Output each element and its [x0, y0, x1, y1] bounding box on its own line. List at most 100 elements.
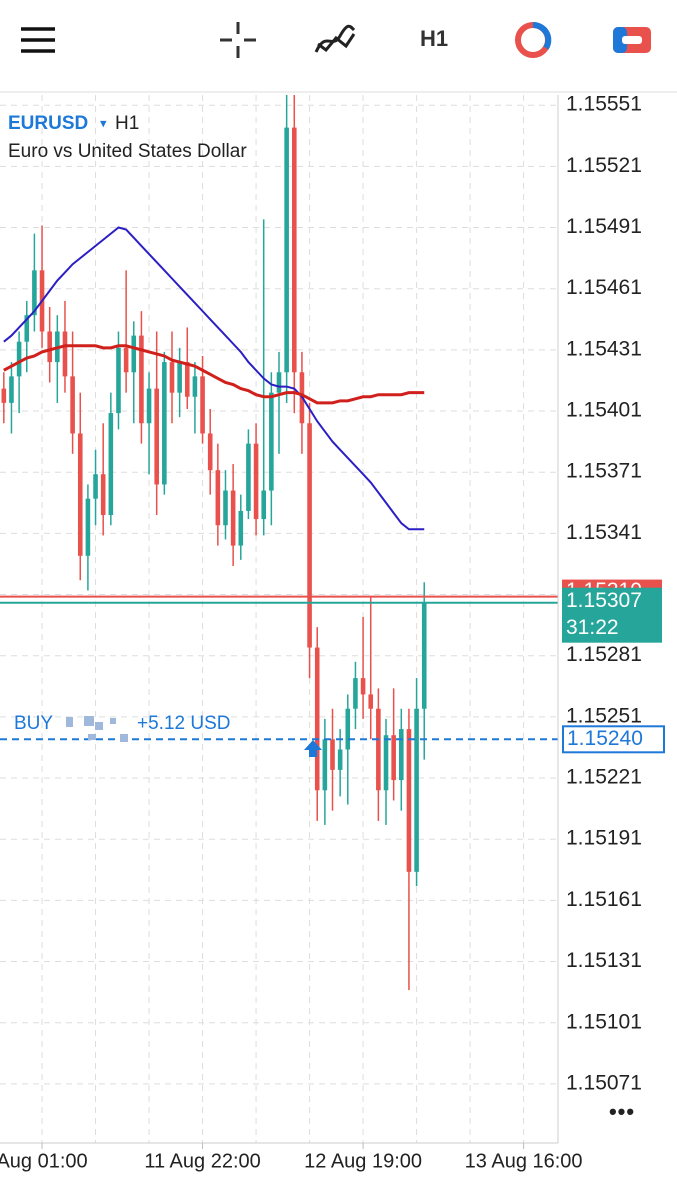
candle-body	[108, 413, 114, 516]
y-tick-label: 1.15191	[566, 827, 642, 850]
y-tick-label: 1.15221	[566, 766, 642, 789]
symbol-arrow[interactable]: ▾	[100, 115, 107, 130]
candle-body	[261, 490, 267, 520]
candle-body	[47, 331, 52, 363]
symbol-header: EURUSD ▾ H1 Euro vs United States Dollar	[8, 113, 247, 162]
y-tick-label: 1.15461	[566, 276, 642, 299]
candle-body	[9, 376, 14, 403]
candle-body	[376, 708, 381, 791]
position-box	[562, 725, 665, 754]
y-tick-label: 1.15491	[566, 215, 642, 238]
position-price: 1.15240	[567, 727, 643, 750]
trade-button[interactable]	[515, 21, 552, 58]
x-tick-label: 11 Aug 22:00	[144, 1150, 260, 1172]
position-profit: +5.12 USD	[137, 713, 230, 734]
candle-body	[123, 347, 129, 373]
y-tick-label: 1.15071	[566, 1071, 642, 1094]
x-tick-label: Aug 01:00	[0, 1150, 88, 1172]
x-tick-label: 12 Aug 19:00	[304, 1150, 422, 1172]
buy-arrow	[304, 740, 322, 757]
candle-body	[353, 678, 358, 709]
candle-body	[139, 335, 144, 424]
toolbar: H1	[21, 21, 651, 58]
candle-body	[146, 388, 152, 424]
candle-body	[154, 388, 159, 485]
y-tick-label: 1.15251	[566, 704, 642, 727]
timeframe-button[interactable]: H1	[420, 26, 448, 51]
candle-body	[24, 315, 30, 342]
candle-body	[238, 510, 244, 546]
candle-body	[85, 498, 91, 556]
candle-body	[116, 347, 121, 414]
candle-body	[100, 474, 106, 516]
crosshair-button[interactable]	[220, 22, 256, 58]
candle-body	[162, 362, 167, 485]
y-tick-label: 1.15341	[566, 521, 642, 544]
more-button[interactable]: •••	[609, 1099, 635, 1124]
symbol[interactable]: EURUSD	[8, 113, 88, 134]
candle-body	[399, 729, 404, 781]
y-tick-label: 1.15521	[566, 154, 642, 177]
menu-button[interactable]	[21, 27, 55, 53]
candle-body	[1, 388, 7, 403]
candle-body	[368, 694, 374, 709]
x-tick-label: 13 Aug 16:00	[465, 1150, 583, 1172]
candle-body	[223, 490, 228, 526]
moving-average	[3, 226, 425, 531]
y-tick-label: 1.15281	[566, 643, 642, 666]
candle-body	[32, 270, 37, 316]
candle-body	[169, 362, 175, 393]
candle-body	[314, 647, 320, 791]
candle-body	[360, 678, 366, 695]
y-tick-label: 1.15161	[566, 888, 642, 911]
masked-volume	[66, 716, 128, 742]
y-tick-label: 1.15371	[566, 460, 642, 483]
candle-body	[421, 602, 427, 709]
candle-body	[307, 423, 312, 648]
candle-body	[246, 443, 251, 511]
y-tick-label: 1.15551	[566, 93, 642, 116]
candle-body	[93, 474, 98, 499]
candle-body	[70, 376, 75, 434]
position-side: BUY	[14, 713, 53, 734]
candle-body	[330, 739, 335, 770]
candle-body	[184, 362, 190, 397]
y-tick-label: 1.15401	[566, 399, 642, 422]
candle-body	[414, 708, 419, 872]
candle-body	[62, 331, 68, 377]
candle-body	[383, 735, 389, 791]
candle-body	[16, 341, 22, 377]
candle-body	[284, 127, 289, 373]
y-tick-label: 1.15101	[566, 1010, 642, 1033]
position-label: BUY +5.12 USD	[14, 713, 230, 742]
candle-body	[177, 362, 182, 393]
bar-countdown: 31:22	[566, 616, 619, 639]
candle-body	[337, 749, 343, 770]
description: Euro vs United States Dollar	[8, 141, 247, 162]
y-tick-label: 1.15431	[566, 337, 642, 360]
candle-body	[391, 735, 396, 781]
moving-average	[3, 344, 425, 405]
candle-body	[345, 708, 351, 750]
bid-price: 1.15307	[566, 589, 642, 612]
candle-body	[406, 729, 412, 872]
account-button[interactable]	[613, 27, 651, 53]
candle-body	[207, 433, 213, 471]
candle-body	[291, 127, 297, 373]
candle-body	[269, 392, 274, 491]
candle-body	[131, 335, 137, 373]
candle-body	[77, 433, 83, 556]
y-tick-label: 1.15131	[566, 949, 642, 972]
candle-body	[200, 376, 205, 434]
bid-box	[562, 587, 662, 643]
candle-body	[230, 490, 236, 546]
plot	[0, 95, 558, 1143]
candle-body	[253, 443, 259, 520]
candle-body	[215, 470, 221, 526]
timeframe: H1	[115, 113, 139, 134]
indicators-button[interactable]	[314, 24, 356, 53]
candle-body	[276, 372, 282, 393]
candle-body	[322, 739, 328, 791]
